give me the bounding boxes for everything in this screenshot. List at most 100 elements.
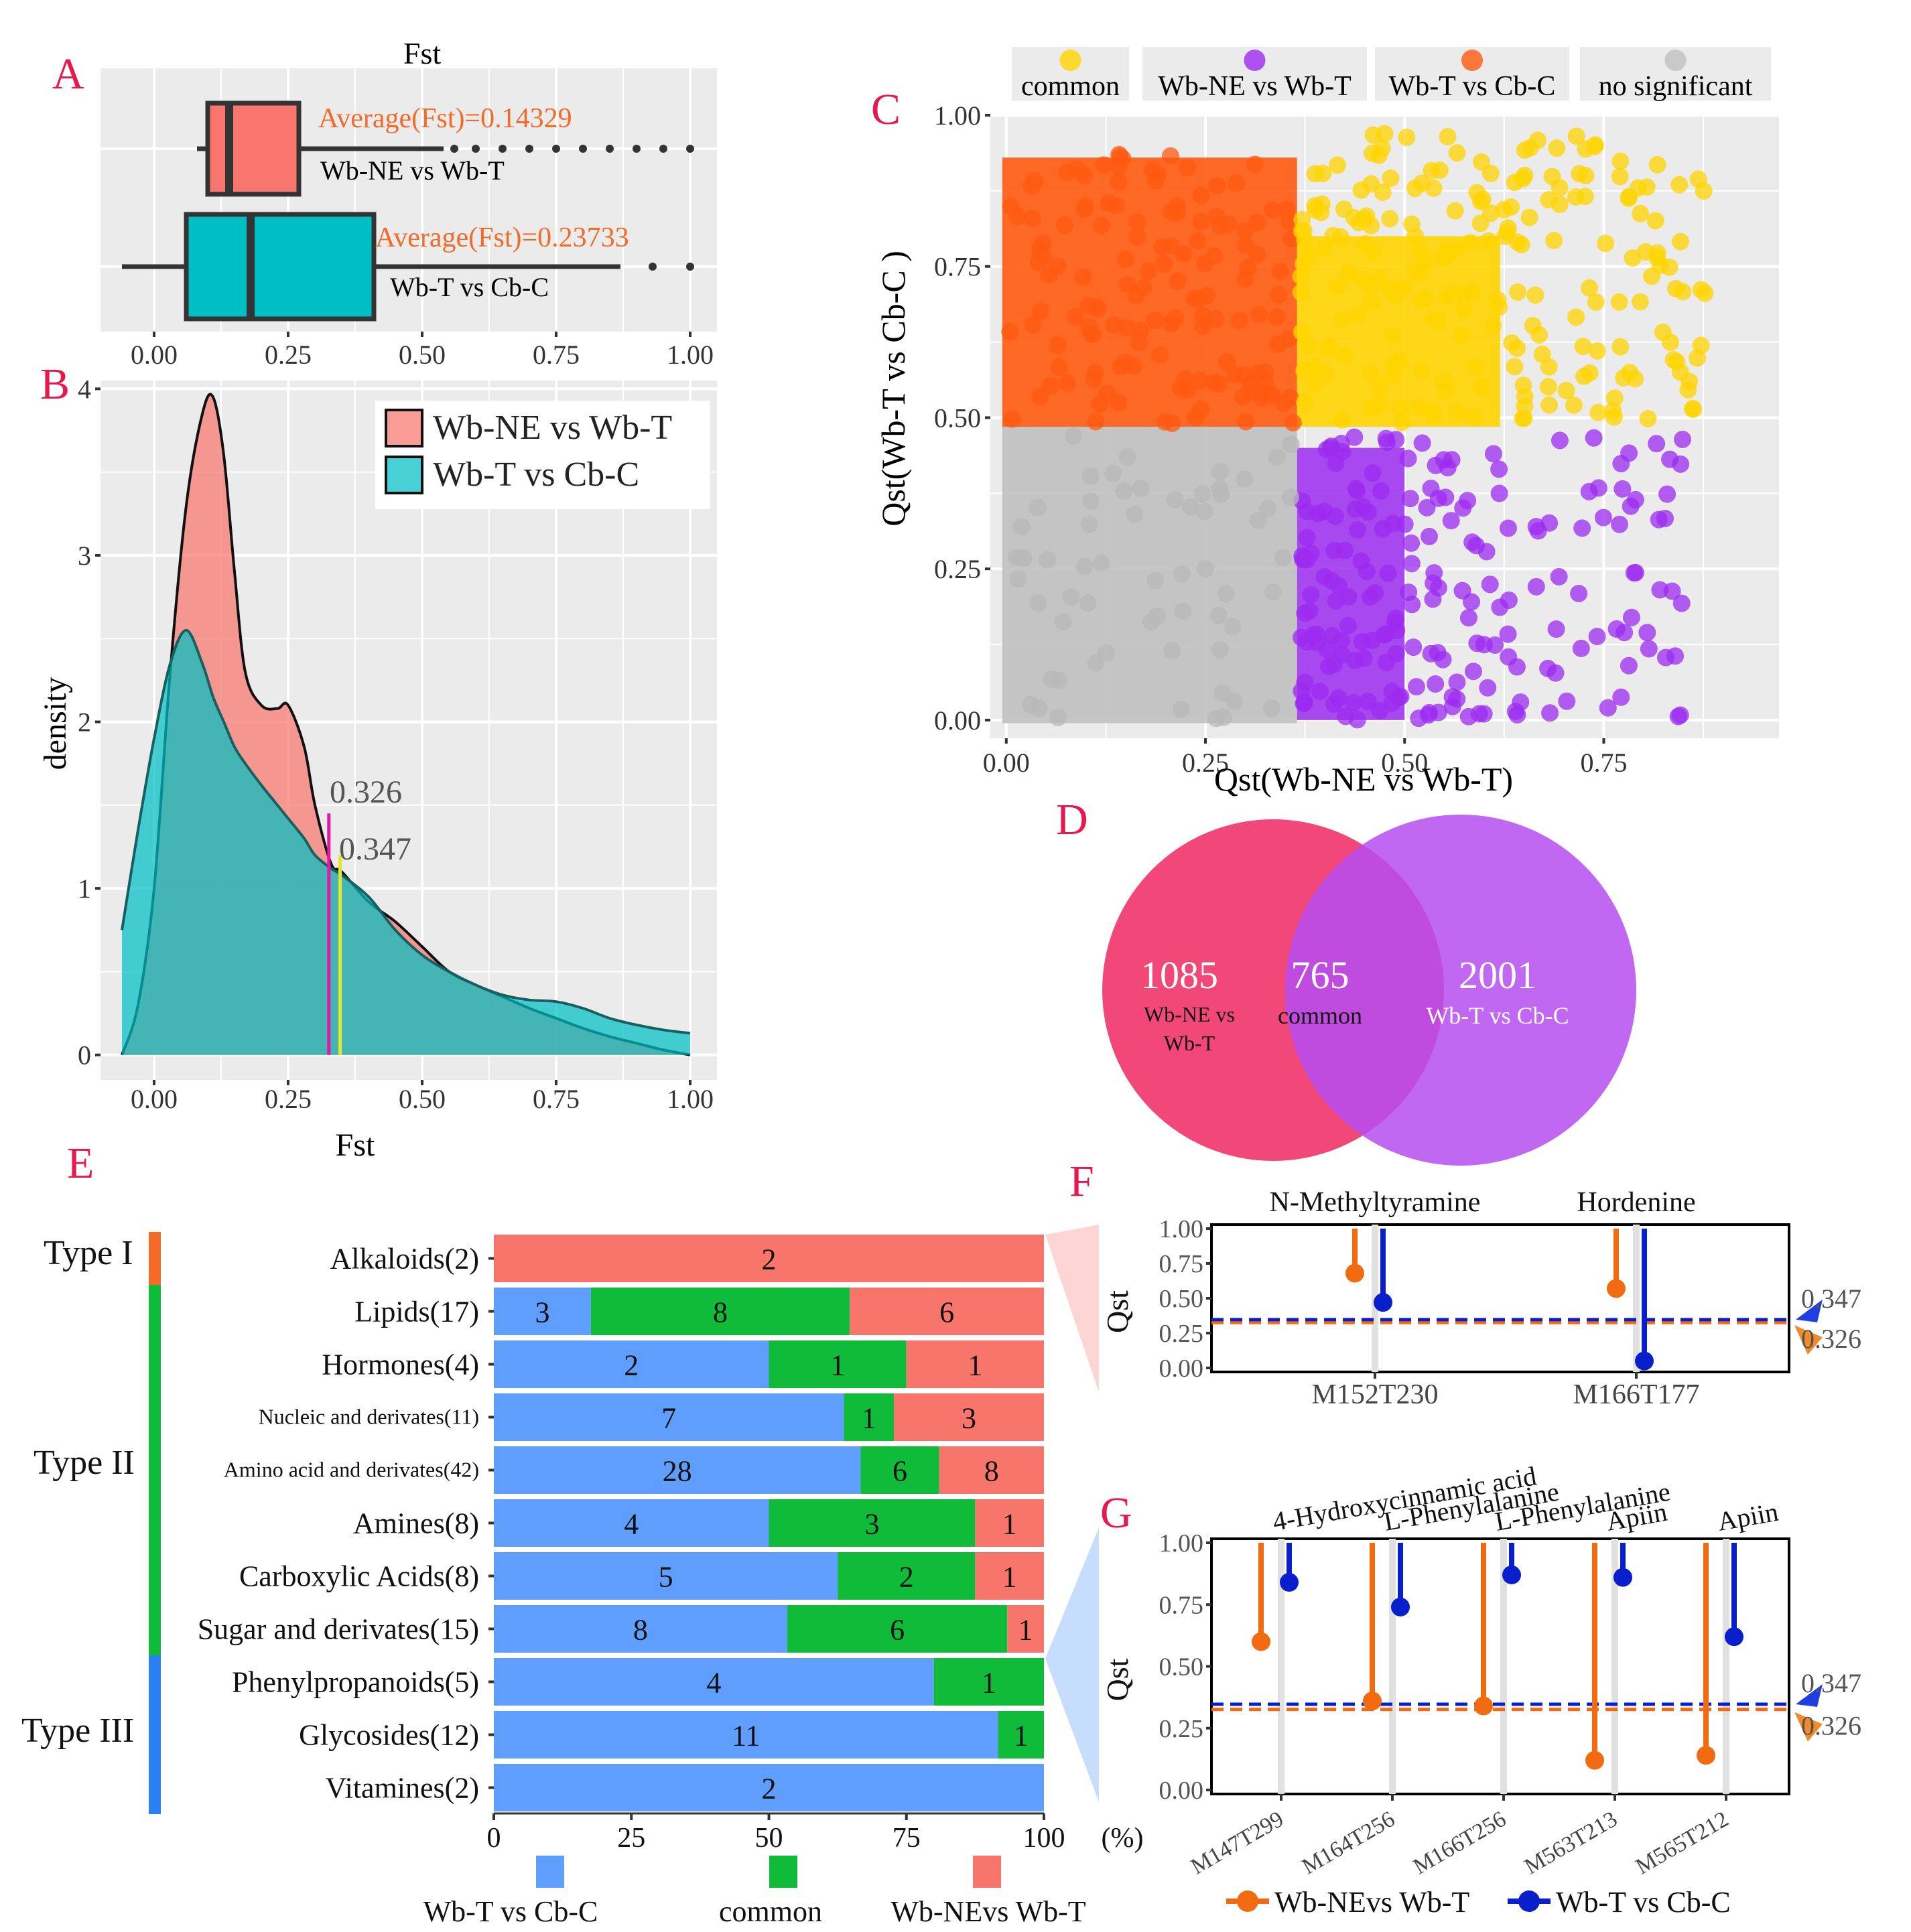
- scatter-point-wbne-wbt: [1361, 588, 1379, 606]
- scatter-point-common: [1405, 261, 1423, 279]
- scatter-point-wbne-wbt: [1622, 608, 1640, 626]
- lollipop-point-orange: [1607, 1279, 1626, 1298]
- scatter-point-wbt-cbc: [1050, 358, 1068, 376]
- scatter-point-wbne-wbt: [1648, 435, 1666, 453]
- scatter-point-no-significant: [1092, 554, 1110, 572]
- bar-segment: [860, 1446, 939, 1494]
- scatter-point-wbt-cbc: [1211, 217, 1230, 235]
- scatter-point-no-significant: [1075, 557, 1094, 575]
- box-outlier: [659, 145, 667, 153]
- scatter-point-wbt-cbc: [1264, 201, 1282, 219]
- panel-c-x-tick-label: 0.00: [983, 748, 1030, 778]
- scatter-point-common: [1624, 249, 1642, 267]
- bar-value-label: 3: [864, 1508, 879, 1541]
- bar-category-label: Nucleic and derivates(11): [259, 1405, 479, 1429]
- scatter-point-common: [1423, 161, 1441, 180]
- scatter-point-wbne-wbt: [1392, 687, 1410, 705]
- scatter-point-common: [1565, 396, 1583, 414]
- scatter-point-wbt-cbc: [1263, 387, 1281, 405]
- bar-category-label: Amines(8): [353, 1507, 479, 1540]
- scatter-point-wbne-wbt: [1387, 431, 1405, 449]
- scatter-point-common: [1533, 345, 1551, 363]
- scatter-point-wbt-cbc: [1194, 307, 1212, 325]
- scatter-point-wbt-cbc: [1236, 222, 1254, 240]
- scatter-point-common: [1385, 366, 1403, 384]
- lollipop-point-blue: [1613, 1568, 1632, 1587]
- scatter-point-wbne-wbt: [1401, 490, 1419, 508]
- scatter-point-wbt-cbc: [1151, 346, 1169, 364]
- scatter-point-common: [1295, 362, 1313, 380]
- scatter-point-wbt-cbc: [1205, 374, 1224, 392]
- box-wbt-cbc: [184, 212, 377, 322]
- bar-value-label: 1: [862, 1402, 876, 1435]
- scatter-point-wbne-wbt: [1399, 450, 1417, 468]
- scatter-point-wbne-wbt: [1613, 480, 1632, 498]
- scatter-point-wbne-wbt: [1484, 445, 1502, 463]
- scatter-point-no-significant: [1126, 505, 1144, 523]
- scatter-point-wbt-cbc: [1192, 212, 1210, 230]
- scatter-point-wbne-wbt: [1620, 657, 1638, 675]
- bar-segment: [769, 1499, 976, 1547]
- scatter-point-wbt-cbc: [1269, 335, 1287, 353]
- scatter-point-wbne-wbt: [1669, 707, 1687, 726]
- scatter-point-common: [1662, 333, 1680, 351]
- panel-e-legend-swatch: [769, 1856, 797, 1888]
- scatter-point-common: [1581, 279, 1599, 297]
- scatter-point-wbt-cbc: [1246, 155, 1264, 174]
- scatter-point-wbne-wbt: [1347, 480, 1365, 498]
- scatter-point-wbne-wbt: [1464, 663, 1482, 681]
- scatter-point-wbne-wbt: [1527, 518, 1545, 536]
- scatter-point-no-significant: [1064, 427, 1082, 445]
- box-group-label: Wb-NE vs Wb-T: [320, 155, 505, 186]
- panel-c-legend-label: common: [1021, 71, 1120, 102]
- scatter-point-wbt-cbc: [1075, 200, 1094, 218]
- scatter-point-common: [1597, 234, 1615, 253]
- scatter-point-wbt-cbc: [1196, 255, 1214, 273]
- scatter-point-common: [1362, 364, 1380, 383]
- scatter-point-no-significant: [1174, 602, 1192, 620]
- scatter-point-common: [1386, 285, 1404, 303]
- scatter-point-no-significant: [1009, 570, 1027, 588]
- venn-set-label: common: [1278, 1002, 1362, 1029]
- scatter-point-common: [1588, 342, 1606, 360]
- bar-value-label: 8: [984, 1455, 999, 1488]
- scatter-point-wbne-wbt: [1661, 450, 1679, 468]
- panel-b-y-title: density: [38, 677, 73, 770]
- vline-label-0326: 0.326: [330, 774, 402, 810]
- box-outlier: [633, 145, 641, 153]
- panel-g-y-tick-label: 0.75: [1159, 1591, 1204, 1619]
- panel-label-c: C: [871, 85, 901, 134]
- panel-e-legend-swatch: [973, 1856, 1001, 1888]
- scatter-point-wbt-cbc: [1189, 290, 1207, 308]
- scatter-point-wbt-cbc: [1237, 413, 1255, 431]
- panel-label-g: G: [1100, 1489, 1132, 1537]
- panel-g-legend-dot: [1237, 1890, 1258, 1912]
- panel-c-y-title: Qst(Wb-T vs Cb-C ): [874, 251, 912, 527]
- panel-b-legend: [375, 401, 710, 509]
- scatter-point-common: [1646, 212, 1664, 230]
- scatter-point-wbt-cbc: [1230, 312, 1248, 330]
- scatter-point-wbne-wbt: [1459, 609, 1477, 627]
- scatter-point-common: [1371, 395, 1389, 413]
- scatter-point-wbne-wbt: [1650, 510, 1668, 529]
- scatter-point-common: [1551, 196, 1569, 214]
- panel-c-legend-dot: [1664, 50, 1687, 71]
- density-line-wbt-cbc: [121, 628, 691, 1035]
- panel-e-x-tick-label: 0: [487, 1823, 501, 1854]
- lollipop-point-orange: [1585, 1750, 1604, 1770]
- scatter-point-common: [1611, 152, 1630, 170]
- panel-c-legend-label: Wb-T vs Cb-C: [1389, 71, 1556, 102]
- scatter-point-common: [1611, 167, 1629, 186]
- scatter-point-wbne-wbt: [1359, 503, 1377, 521]
- scatter-point-common: [1473, 378, 1491, 396]
- scatter-point-wbt-cbc: [1178, 159, 1196, 177]
- bar-segment: [933, 1658, 1044, 1706]
- scatter-point-wbne-wbt: [1298, 529, 1316, 547]
- scatter-point-common: [1639, 409, 1657, 427]
- scatter-point-common: [1391, 351, 1409, 369]
- scatter-point-no-significant: [1268, 448, 1287, 466]
- scatter-point-no-significant: [1104, 464, 1122, 482]
- scatter-point-common: [1448, 404, 1466, 422]
- panel-e-unit-label: (%): [1102, 1823, 1144, 1854]
- scatter-point-wbne-wbt: [1413, 434, 1431, 452]
